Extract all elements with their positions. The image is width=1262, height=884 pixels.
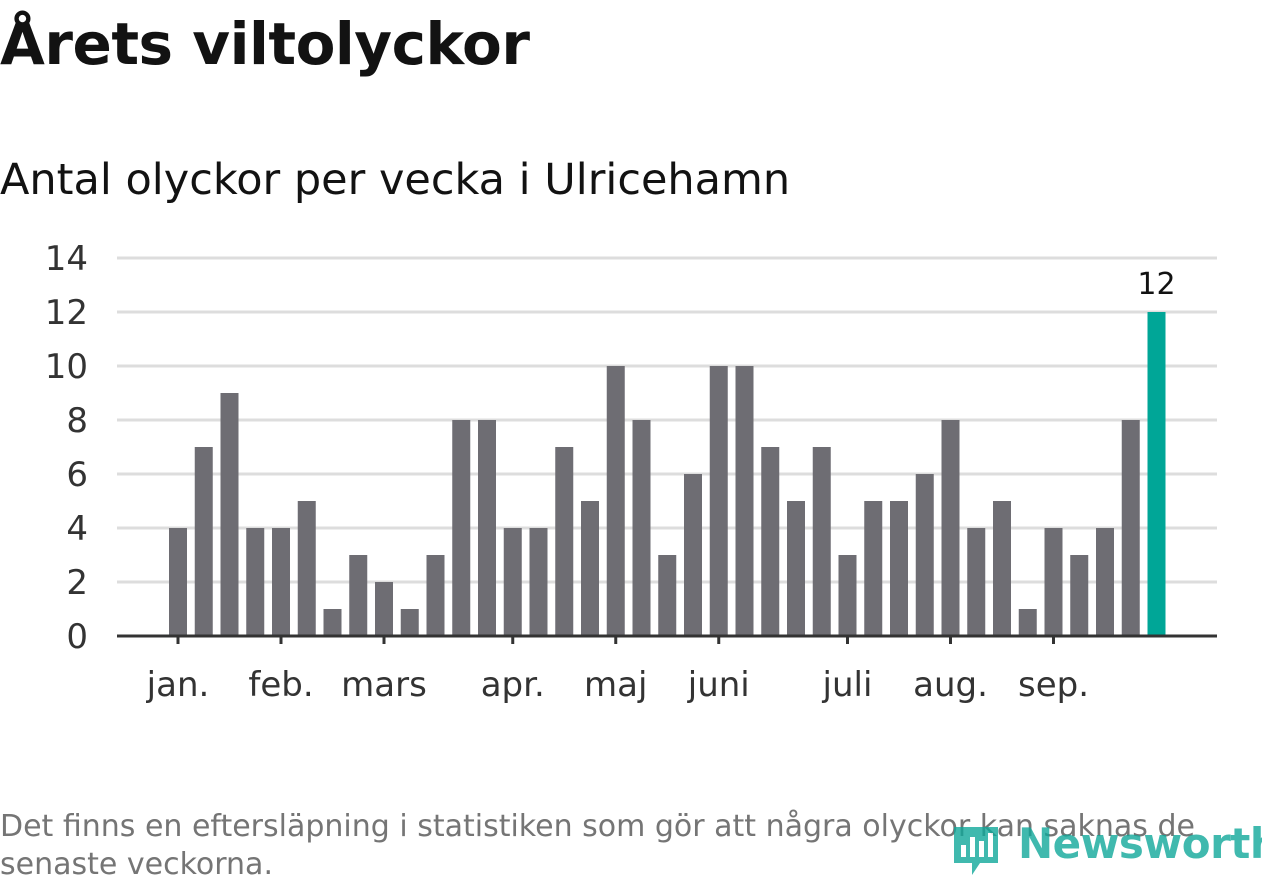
y-tick-label: 6 bbox=[66, 455, 88, 495]
bar bbox=[375, 582, 393, 636]
x-tick-label: jan. bbox=[146, 665, 210, 705]
bar bbox=[993, 501, 1011, 636]
newsworthy-logo-icon bbox=[954, 827, 998, 875]
bars bbox=[169, 312, 1166, 636]
bar bbox=[864, 501, 883, 636]
bar bbox=[941, 420, 960, 636]
x-tick-label: juli bbox=[822, 665, 873, 705]
y-tick-label: 8 bbox=[66, 401, 88, 441]
bar bbox=[246, 528, 265, 636]
bar bbox=[529, 528, 548, 636]
x-axis-ticks: jan. feb. mars apr. maj juni juli aug. sep. bbox=[146, 636, 1089, 705]
bar bbox=[503, 528, 522, 636]
bar bbox=[452, 420, 471, 636]
data-labels: 12 bbox=[1137, 267, 1175, 302]
bar-highlighted bbox=[1147, 312, 1166, 636]
bar bbox=[812, 447, 831, 636]
bar bbox=[581, 501, 599, 636]
bar bbox=[1018, 609, 1037, 636]
x-tick-label: apr. bbox=[481, 665, 545, 705]
x-tick-label: aug. bbox=[913, 665, 988, 705]
bar bbox=[658, 555, 677, 636]
x-tick-label: sep. bbox=[1018, 665, 1089, 705]
newsworthy-logo: Newsworthy bbox=[950, 815, 1262, 879]
bar bbox=[709, 366, 728, 636]
y-tick-label: 4 bbox=[66, 509, 88, 549]
y-tick-label: 0 bbox=[66, 617, 88, 657]
bar bbox=[1096, 528, 1114, 636]
chart-subtitle: Antal olyckor per vecka i Ulricehamn bbox=[0, 155, 791, 205]
bar bbox=[915, 474, 934, 636]
x-tick-label: juni bbox=[687, 665, 750, 705]
bar-chart: 0 2 4 6 8 10 12 14 jan. feb. mars apr. maj juni juli a… bbox=[45, 239, 1217, 705]
newsworthy-logo-text: Newsworthy bbox=[1018, 819, 1262, 868]
bar bbox=[220, 393, 239, 636]
bar bbox=[761, 447, 780, 636]
bar bbox=[400, 609, 419, 636]
bar bbox=[323, 609, 342, 636]
bar bbox=[1070, 555, 1089, 636]
bar bbox=[838, 555, 857, 636]
bar bbox=[632, 420, 651, 636]
y-tick-label: 10 bbox=[45, 347, 88, 387]
x-tick-label: maj bbox=[584, 665, 647, 705]
bar bbox=[1121, 420, 1140, 636]
x-tick-label: mars bbox=[341, 665, 427, 705]
y-tick-label: 12 bbox=[45, 293, 88, 333]
bar bbox=[735, 366, 754, 636]
y-tick-label: 14 bbox=[45, 239, 88, 279]
y-tick-label: 2 bbox=[66, 563, 88, 603]
y-axis-ticks: 0 2 4 6 8 10 12 14 bbox=[45, 239, 88, 657]
bar bbox=[1044, 528, 1063, 636]
bar bbox=[478, 420, 496, 636]
bar bbox=[426, 555, 445, 636]
bar bbox=[169, 528, 187, 636]
data-label: 12 bbox=[1137, 267, 1175, 302]
bar bbox=[606, 366, 625, 636]
bar bbox=[349, 555, 368, 636]
bar bbox=[272, 528, 290, 636]
bar bbox=[787, 501, 805, 636]
bar bbox=[967, 528, 986, 636]
bar bbox=[684, 474, 702, 636]
bar bbox=[297, 501, 316, 636]
x-tick-label: feb. bbox=[248, 665, 313, 705]
chart-title: Årets viltolyckor bbox=[0, 10, 530, 78]
bar bbox=[890, 501, 908, 636]
bar bbox=[555, 447, 574, 636]
bar bbox=[194, 447, 213, 636]
